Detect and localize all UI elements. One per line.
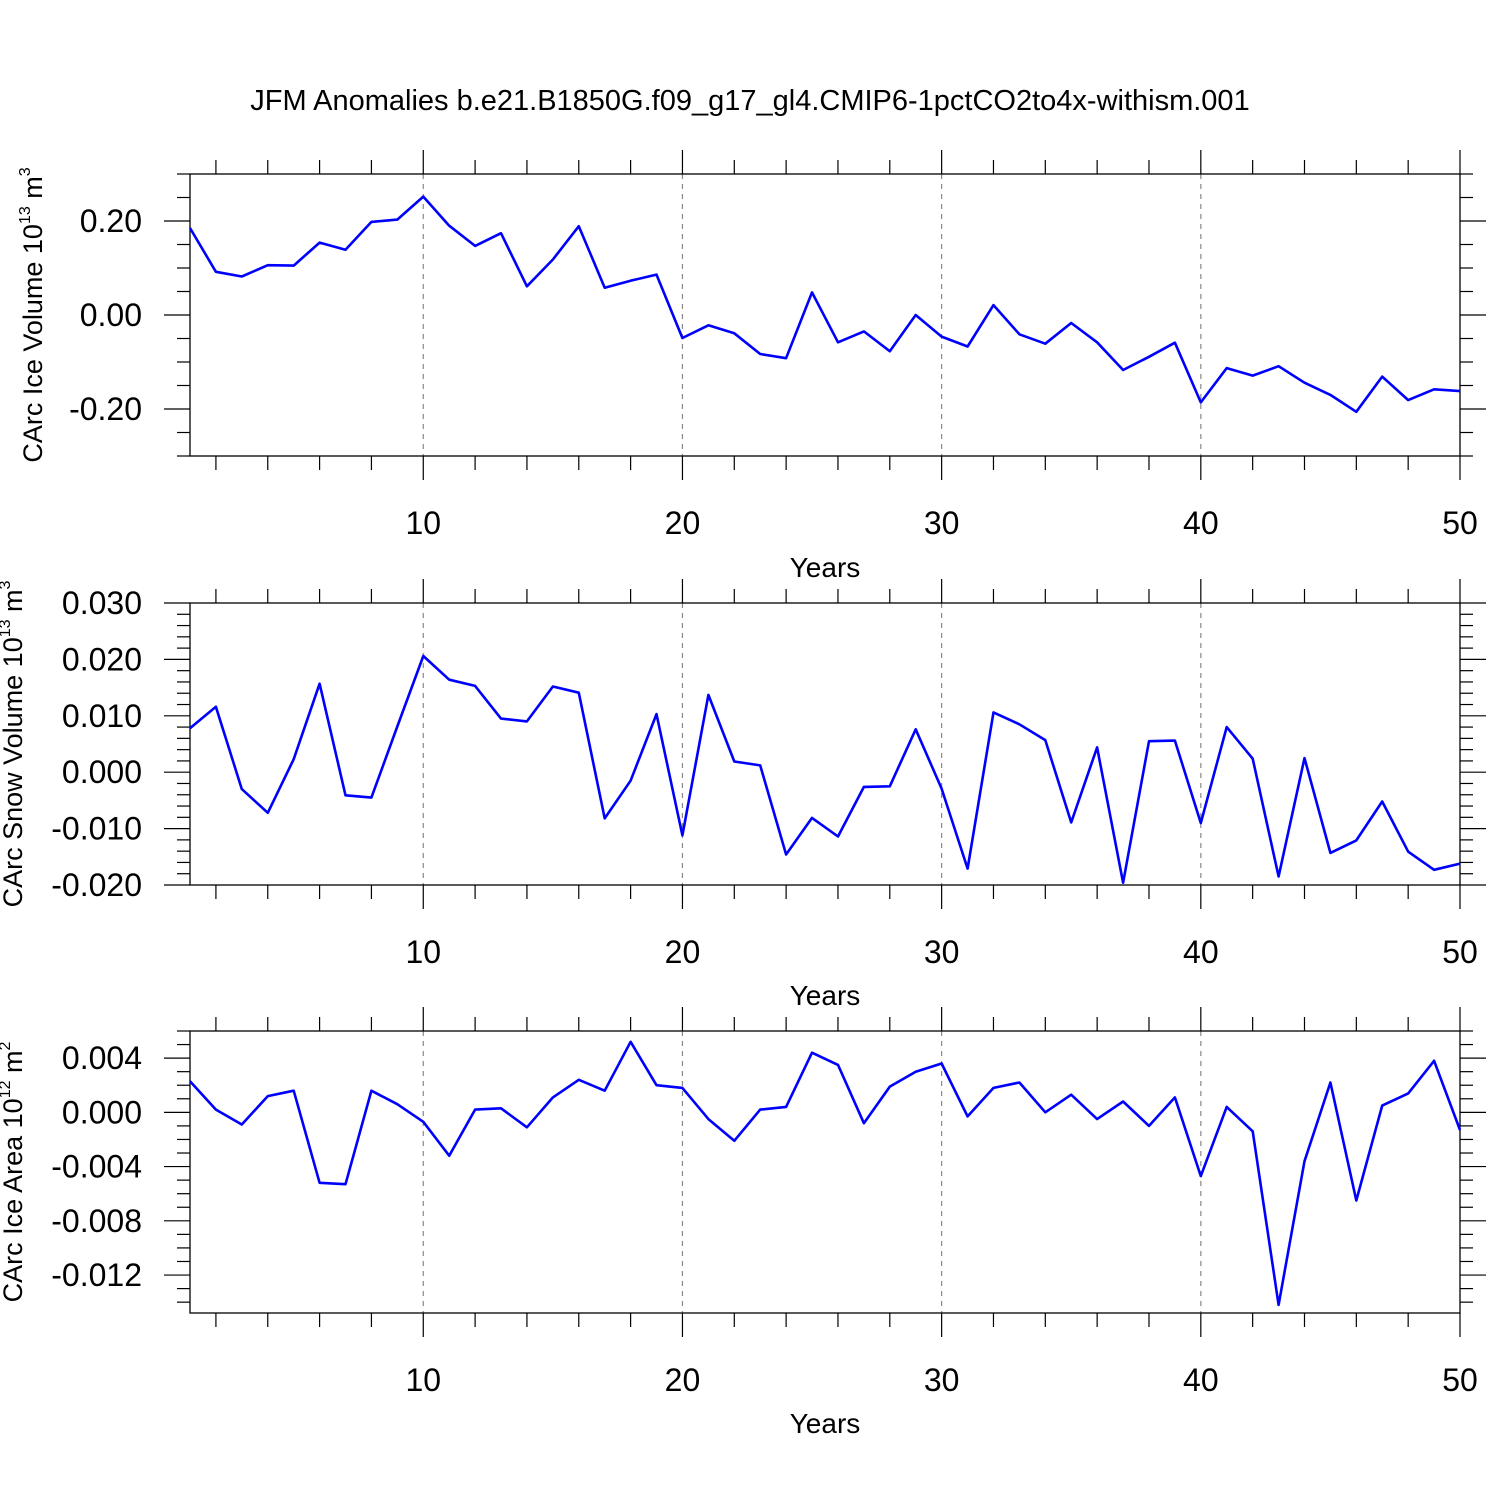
y-tick-label: -0.020 bbox=[51, 867, 142, 903]
y-tick-label: -0.008 bbox=[51, 1203, 142, 1239]
series-line-snow-volume bbox=[189, 654, 1461, 885]
y-axis-label-unit-exponent: 2 bbox=[0, 1042, 14, 1051]
grid-lines bbox=[422, 1031, 1202, 1313]
y-axis-label-unit: m bbox=[0, 1051, 28, 1081]
y-axis-label-unit-exponent: 3 bbox=[17, 167, 34, 176]
y-tick-label: 0.020 bbox=[62, 641, 142, 677]
axis-ticks bbox=[164, 579, 1486, 909]
panel-snow-volume: 10 20 30 40 50 -0.020 -0.010 0.000 0.010 0.020 0.0… bbox=[0, 579, 1486, 1011]
series-line-ice-area bbox=[189, 1040, 1462, 1307]
x-tick-label: 30 bbox=[924, 934, 960, 970]
x-tick-label: 20 bbox=[665, 934, 701, 970]
y-tick-label: -0.004 bbox=[51, 1149, 142, 1185]
plot-frame bbox=[189, 602, 1461, 886]
y-tick-label: -0.20 bbox=[69, 391, 142, 427]
x-tick-label: 10 bbox=[405, 934, 441, 970]
y-axis-label: CArc Snow Volume 1013 m3 bbox=[0, 580, 28, 907]
y-axis-label: CArc Ice Area 1012 m2 bbox=[0, 1042, 28, 1303]
y-tick-label: -0.012 bbox=[51, 1257, 142, 1293]
grid-lines bbox=[422, 174, 1202, 456]
x-tick-label: 30 bbox=[924, 1362, 960, 1398]
y-tick-label: 0.000 bbox=[62, 754, 142, 790]
x-tick-label: 40 bbox=[1183, 1362, 1219, 1398]
x-tick-label: 10 bbox=[405, 505, 441, 541]
y-axis-label-unit: m bbox=[0, 589, 28, 619]
y-axis-label-unit-exponent: 3 bbox=[0, 580, 14, 589]
y-axis-label-exponent: 12 bbox=[0, 1080, 14, 1098]
y-axis-label-exponent: 13 bbox=[0, 619, 14, 637]
x-axis-label: Years bbox=[790, 1408, 861, 1439]
x-tick-label: 20 bbox=[665, 505, 701, 541]
tick-labels: 10 20 30 40 50 -0.20 0.00 0.20 bbox=[69, 203, 1478, 541]
x-tick-label: 50 bbox=[1442, 1362, 1478, 1398]
chart-title: JFM Anomalies b.e21.B1850G.f09_g17_gl4.C… bbox=[250, 85, 1249, 117]
panel-ice-area: 10 20 30 40 50 -0.012 -0.008 -0.004 0.000 0.004 Y… bbox=[0, 1007, 1486, 1439]
x-tick-label: 50 bbox=[1442, 934, 1478, 970]
y-tick-label: 0.030 bbox=[62, 585, 142, 621]
tick-labels: 10 20 30 40 50 -0.020 -0.010 0.000 0.010 0.020 0.0… bbox=[51, 585, 1478, 970]
y-axis-label-unit: m bbox=[18, 176, 48, 206]
x-tick-label: 20 bbox=[665, 1362, 701, 1398]
y-tick-label: 0.010 bbox=[62, 698, 142, 734]
y-axis-label-exponent: 13 bbox=[17, 206, 34, 224]
x-tick-label: 10 bbox=[405, 1362, 441, 1398]
y-tick-label: 0.000 bbox=[62, 1094, 142, 1130]
x-axis-label: Years bbox=[790, 552, 861, 583]
x-axis-label: Years bbox=[790, 980, 861, 1011]
y-tick-label: 0.004 bbox=[62, 1040, 142, 1076]
x-tick-label: 40 bbox=[1183, 505, 1219, 541]
y-axis-label-text: CArc Ice Volume 10 bbox=[18, 224, 48, 463]
x-tick-label: 50 bbox=[1442, 505, 1478, 541]
plot-frame bbox=[189, 1030, 1461, 1314]
y-tick-label: 0.20 bbox=[80, 203, 142, 239]
y-axis-label-text: CArc Ice Area 10 bbox=[0, 1098, 28, 1302]
y-tick-label: -0.010 bbox=[51, 811, 142, 847]
y-axis-label-text: CArc Snow Volume 10 bbox=[0, 637, 28, 907]
axis-ticks bbox=[164, 1007, 1486, 1337]
y-axis-label: CArc Ice Volume 1013 m3 bbox=[17, 167, 48, 462]
grid-lines bbox=[422, 603, 1202, 885]
y-tick-label: 0.00 bbox=[80, 297, 142, 333]
series-line-ice-volume bbox=[188, 195, 1461, 414]
axis-ticks bbox=[164, 150, 1486, 480]
x-tick-label: 40 bbox=[1183, 934, 1219, 970]
tick-labels: 10 20 30 40 50 -0.012 -0.008 -0.004 0.000 0.004 bbox=[51, 1040, 1478, 1398]
x-tick-label: 30 bbox=[924, 505, 960, 541]
panel-ice-volume: 10 20 30 40 50 -0.20 0.00 0.20 Years CArc Ice V… bbox=[17, 150, 1486, 583]
